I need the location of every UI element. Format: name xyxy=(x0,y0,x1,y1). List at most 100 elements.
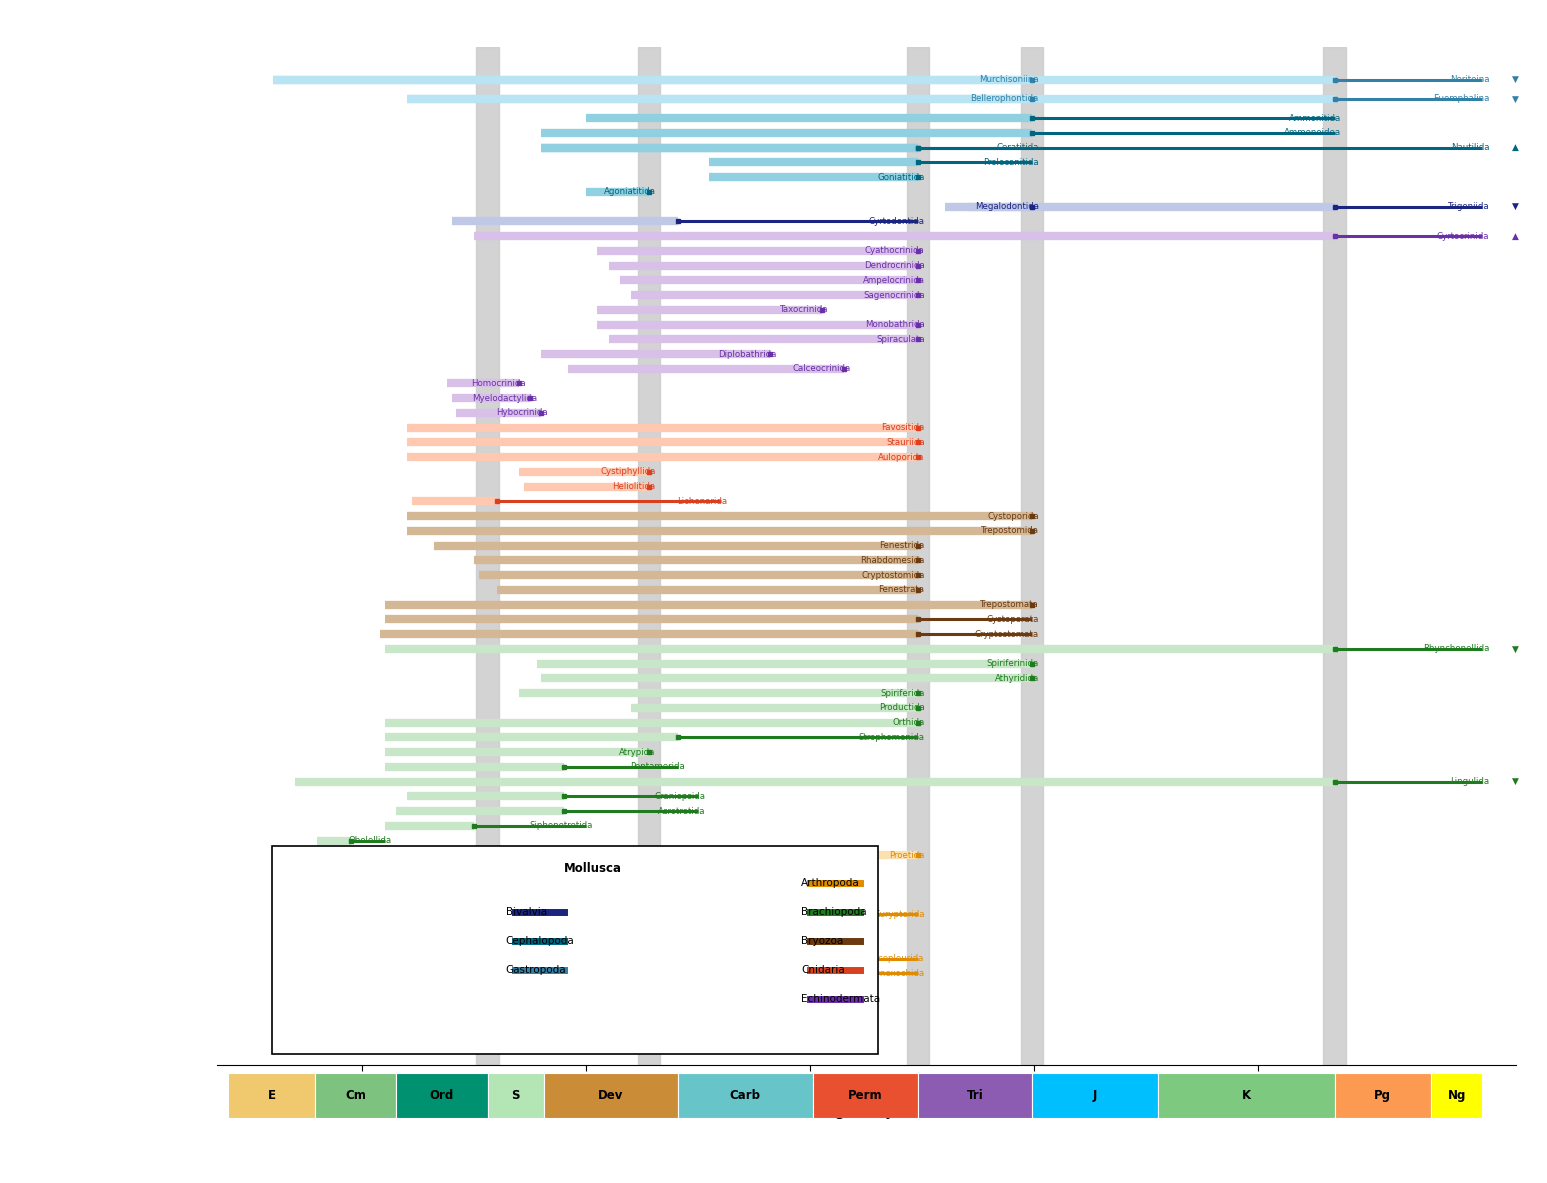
Text: Orthida: Orthida xyxy=(893,718,925,728)
Text: Fenestrata: Fenestrata xyxy=(879,586,925,594)
Text: ▼: ▼ xyxy=(1511,95,1519,103)
Text: Bivalvia: Bivalvia xyxy=(506,907,546,917)
Text: Strophomenida: Strophomenida xyxy=(859,733,925,742)
Text: Rhabdomesida: Rhabdomesida xyxy=(860,556,925,565)
Text: Tri: Tri xyxy=(967,1090,984,1101)
Text: Cnidaria: Cnidaria xyxy=(801,965,845,975)
Text: Auloporida: Auloporida xyxy=(879,453,925,461)
Bar xyxy=(637,47,661,1065)
Text: Diplobathrida: Diplobathrida xyxy=(718,349,777,358)
Text: Ammonoidea: Ammonoidea xyxy=(1284,128,1341,137)
Bar xyxy=(917,1073,1032,1118)
Text: Spiriferinida: Spiriferinida xyxy=(987,659,1040,668)
Text: Taxocrinida: Taxocrinida xyxy=(780,305,828,315)
Text: ▲: ▲ xyxy=(1511,143,1519,153)
Text: Cyrtocrinida: Cyrtocrinida xyxy=(1437,232,1490,240)
Text: Prolecanitida: Prolecanitida xyxy=(984,157,1040,167)
Text: Lichida: Lichida xyxy=(625,896,656,904)
Text: Pentamerida: Pentamerida xyxy=(630,762,685,771)
Text: Asaphida: Asaphida xyxy=(554,939,593,949)
Text: Redlichiida: Redlichiida xyxy=(320,1028,367,1036)
Text: Acrotretida: Acrotretida xyxy=(657,807,705,815)
Text: ▼: ▼ xyxy=(1511,645,1519,653)
Text: Olenida: Olenida xyxy=(404,983,436,993)
Text: Eurypterida: Eurypterida xyxy=(874,910,925,919)
Bar xyxy=(227,1073,316,1118)
Text: Homocrinida: Homocrinida xyxy=(472,379,526,388)
Text: Euomphalina: Euomphalina xyxy=(1433,95,1490,103)
Text: Aulacopleurida: Aulacopleurida xyxy=(860,953,925,963)
Text: Trigoniida: Trigoniida xyxy=(1448,202,1490,211)
Text: Brachiopoda: Brachiopoda xyxy=(801,907,866,917)
Text: Siphonotretida: Siphonotretida xyxy=(529,821,593,830)
Text: Heliolitida: Heliolitida xyxy=(613,483,656,491)
Text: Ord: Ord xyxy=(430,1090,453,1101)
Text: Cm: Cm xyxy=(345,1090,367,1101)
Text: Nautilida: Nautilida xyxy=(1451,143,1490,153)
Text: Ceratitida: Ceratitida xyxy=(996,143,1040,153)
Text: ▼: ▼ xyxy=(1511,76,1519,84)
X-axis label: Age (Myr): Age (Myr) xyxy=(821,1101,911,1119)
Text: ▲: ▲ xyxy=(1511,232,1519,240)
Bar xyxy=(396,1073,487,1118)
Text: Cryptostomata: Cryptostomata xyxy=(975,629,1040,639)
Text: Productida: Productida xyxy=(879,704,925,712)
Bar xyxy=(678,1073,812,1118)
Text: Ptychopariida: Ptychopariida xyxy=(377,1013,436,1022)
Text: Agnostida: Agnostida xyxy=(393,998,436,1007)
Text: Bryozoa: Bryozoa xyxy=(801,936,843,946)
Text: Calceocrinida: Calceocrinida xyxy=(792,364,851,374)
Text: Cyrtodontida: Cyrtodontida xyxy=(868,216,925,226)
Bar xyxy=(907,47,930,1065)
Text: Trepostomata: Trepostomata xyxy=(981,600,1040,609)
Text: Phacopida: Phacopida xyxy=(611,866,656,874)
Text: Harpida: Harpida xyxy=(622,925,656,933)
Text: Monobathrida: Monobathrida xyxy=(865,321,925,329)
Text: Craniopsida: Craniopsida xyxy=(654,791,705,801)
Bar xyxy=(1157,1073,1335,1118)
Text: Cystoporata: Cystoporata xyxy=(987,615,1040,623)
Text: Lichenarida: Lichenarida xyxy=(678,497,727,506)
Text: Lingulida: Lingulida xyxy=(1450,777,1490,786)
Text: Murchisoniina: Murchisoniina xyxy=(979,76,1040,84)
Text: Mollusca: Mollusca xyxy=(563,862,622,875)
Bar xyxy=(543,1073,678,1118)
Text: Fenestrida: Fenestrida xyxy=(879,541,925,550)
Text: Atrypida: Atrypida xyxy=(619,748,656,757)
Text: Cystiphyllida: Cystiphyllida xyxy=(600,467,656,477)
Text: Hybocrinida: Hybocrinida xyxy=(497,408,548,418)
Bar xyxy=(812,1073,917,1118)
Text: Echinodermata: Echinodermata xyxy=(801,994,880,1004)
Text: Cryptostomida: Cryptostomida xyxy=(862,570,925,580)
Text: Spiriferida: Spiriferida xyxy=(880,689,925,698)
Text: Athyridida: Athyridida xyxy=(995,674,1040,683)
Text: Megalodontida: Megalodontida xyxy=(975,202,1040,211)
Bar xyxy=(1032,1073,1157,1118)
Text: Obolellida: Obolellida xyxy=(348,836,391,845)
Bar xyxy=(1021,47,1043,1065)
Text: J: J xyxy=(1092,1090,1097,1101)
Bar xyxy=(1323,47,1346,1065)
FancyBboxPatch shape xyxy=(272,847,879,1054)
Text: Goniatitida: Goniatitida xyxy=(877,173,925,181)
Text: Odontopleurida: Odontopleurida xyxy=(589,880,656,890)
Text: Cephalopoda: Cephalopoda xyxy=(506,936,574,946)
Text: Arthropoda: Arthropoda xyxy=(801,878,860,888)
Text: Ampelocrinida: Ampelocrinida xyxy=(863,276,925,285)
Text: S: S xyxy=(512,1090,520,1101)
Text: Neritoina: Neritoina xyxy=(1450,76,1490,84)
Text: E: E xyxy=(268,1090,275,1101)
Text: Favositida: Favositida xyxy=(882,424,925,432)
Text: Dev: Dev xyxy=(599,1090,623,1101)
Bar xyxy=(316,1073,396,1118)
Text: ▼: ▼ xyxy=(1511,777,1519,786)
Text: Trepostomida: Trepostomida xyxy=(981,526,1040,536)
Text: ▼: ▼ xyxy=(1511,202,1519,211)
Text: Spiraculata: Spiraculata xyxy=(876,335,925,344)
Text: Proetida: Proetida xyxy=(890,851,925,860)
Text: Ammonitida: Ammonitida xyxy=(1289,114,1341,123)
Text: Stauriida: Stauriida xyxy=(886,438,925,447)
Bar xyxy=(1431,1073,1482,1118)
Text: Pg: Pg xyxy=(1374,1090,1391,1101)
Text: Myelodactylida: Myelodactylida xyxy=(472,394,537,402)
